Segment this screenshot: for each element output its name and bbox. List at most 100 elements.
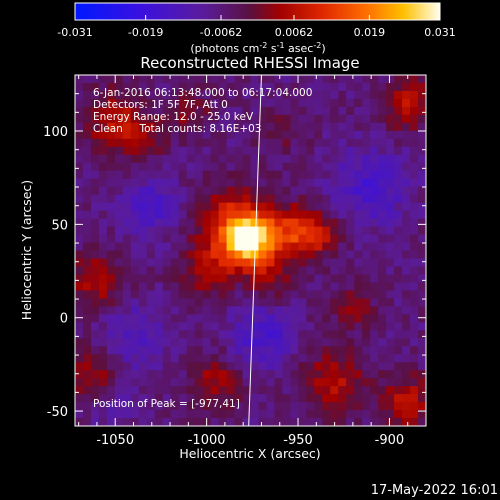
heatmap-cell [282, 322, 291, 331]
heatmap-cell [154, 346, 164, 355]
heatmap-cell [75, 202, 84, 212]
heatmap-cell [330, 90, 339, 100]
heatmap-cell [82, 82, 92, 92]
heatmap-cell [186, 250, 196, 260]
heatmap-cell [210, 354, 220, 363]
heatmap-cell [386, 234, 395, 244]
heatmap-cell [138, 346, 148, 355]
heatmap-cell [362, 338, 371, 347]
heatmap-cell [282, 234, 291, 244]
heatmap-cell [138, 75, 148, 84]
heatmap-cell [218, 146, 228, 156]
heatmap-cell [218, 314, 228, 323]
heatmap-cell [194, 402, 204, 411]
heatmap-cell [194, 106, 204, 116]
heatmap-cell [290, 218, 299, 228]
heatmap-cell [266, 346, 276, 355]
heatmap-cell [298, 298, 307, 307]
heatmap-cell [242, 170, 252, 180]
heatmap-cell [130, 242, 140, 252]
heatmap-cell [202, 394, 212, 403]
heatmap-cell [90, 250, 100, 260]
heatmap-cell [378, 170, 387, 180]
heatmap-cell [146, 210, 156, 220]
heatmap-cell [98, 106, 108, 116]
annotation-peak-position: Position of Peak = [-977,41] [93, 398, 240, 410]
heatmap-cell [306, 82, 315, 92]
heatmap-cell [162, 322, 172, 331]
heatmap-cell [75, 210, 84, 220]
heatmap-cell [394, 82, 403, 92]
heatmap-cell [162, 162, 172, 172]
heatmap-cell [202, 306, 212, 315]
heatmap-cell [394, 210, 403, 220]
heatmap-cell [346, 418, 355, 426]
heatmap-cell [418, 290, 426, 299]
heatmap-cell [354, 114, 363, 124]
heatmap-cell [122, 234, 132, 244]
heatmap-cell [410, 338, 419, 347]
heatmap-cell [138, 106, 148, 116]
heatmap-cell [130, 418, 140, 426]
colorbar-tick-label: 0.019 [354, 26, 386, 39]
heatmap-cell [234, 114, 244, 124]
heatmap-cell [378, 258, 387, 268]
heatmap-cell [378, 418, 387, 426]
y-tick-label: 50 [51, 218, 68, 233]
heatmap-cell [370, 410, 379, 419]
heatmap-cell [330, 98, 339, 108]
heatmap-cell [234, 210, 244, 220]
heatmap-cell [234, 186, 244, 196]
heatmap-cell [346, 394, 355, 403]
heatmap-cell [162, 282, 172, 291]
heatmap-cell [290, 370, 299, 379]
heatmap-cell [162, 346, 172, 355]
heatmap-cell [226, 210, 236, 220]
heatmap-cell [154, 114, 164, 124]
heatmap-cell [130, 122, 140, 132]
heatmap-cell [202, 322, 212, 331]
heatmap-cell [298, 242, 307, 252]
heatmap-cell [178, 314, 188, 323]
heatmap-cell [162, 402, 172, 411]
heatmap-cell [386, 258, 395, 268]
heatmap-cell [218, 210, 228, 220]
heatmap-cell [298, 122, 307, 132]
heatmap-cell [418, 338, 426, 347]
heatmap-cell [218, 362, 228, 371]
heatmap-cell [242, 130, 252, 140]
heatmap-cell [170, 186, 180, 196]
heatmap-cell [298, 266, 307, 276]
heatmap-cell [202, 290, 212, 299]
heatmap-cell [386, 266, 395, 276]
heatmap-cell [146, 178, 156, 188]
heatmap-cell [306, 162, 315, 172]
heatmap-cell [258, 75, 268, 84]
heatmap-cell [146, 242, 156, 252]
heatmap-cell [82, 114, 92, 124]
heatmap-cell [330, 386, 339, 395]
heatmap-cell [194, 98, 204, 108]
heatmap-cell [250, 122, 260, 132]
heatmap-cell [418, 298, 426, 307]
heatmap-cell [378, 330, 387, 339]
heatmap-cell [394, 162, 403, 172]
heatmap-cell [170, 106, 180, 116]
heatmap-cell [330, 242, 339, 252]
heatmap-cell [114, 354, 124, 363]
heatmap-cell [274, 162, 284, 172]
heatmap-cell [130, 354, 140, 363]
heatmap-cell [130, 330, 140, 339]
heatmap-cell [114, 266, 124, 276]
heatmap-cell [146, 346, 156, 355]
heatmap-cell [194, 170, 204, 180]
heatmap-cell [346, 258, 355, 268]
heatmap-cell [194, 322, 204, 331]
heatmap-cell [298, 75, 307, 84]
heatmap-cell [314, 282, 323, 291]
heatmap-cell [194, 130, 204, 140]
heatmap-cell [290, 402, 299, 411]
heatmap-cell [186, 138, 196, 148]
heatmap-cell [242, 90, 252, 100]
heatmap-cell [418, 322, 426, 331]
